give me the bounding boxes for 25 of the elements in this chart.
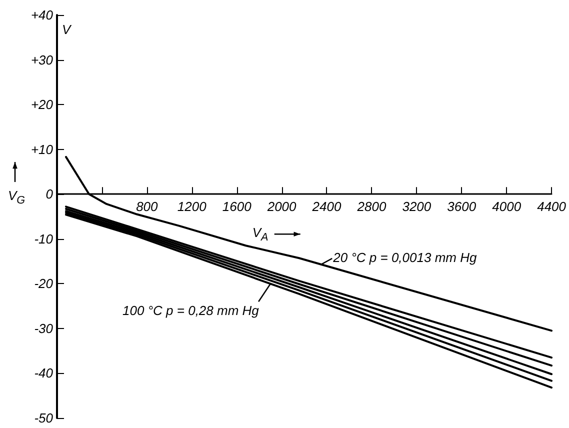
y-axis-title: V$_{G}$	[8, 188, 26, 206]
x-tick-label: 2400	[311, 199, 342, 214]
x-tick-label: 4000	[492, 199, 522, 214]
y-tick-label: +20	[30, 97, 54, 112]
y-tick-label: -40	[34, 366, 54, 381]
x-tick-label: 1200	[177, 199, 208, 214]
y-tick-label: +10	[30, 142, 54, 157]
y-tick-label: 0	[46, 186, 54, 202]
y-tick-label: -50	[34, 410, 54, 426]
x-tick-label: 2000	[266, 199, 298, 214]
y-tick-label: -20	[34, 276, 54, 292]
x-tick-label: 800	[136, 199, 159, 214]
x-tick-label: 3200	[402, 199, 432, 214]
x-tick-label: 3600	[447, 199, 477, 214]
y-tick-label: -30	[34, 320, 54, 336]
annotation: 20 °C p = 0,0013 mm Hg	[333, 250, 477, 265]
x-tick-label: 4400	[537, 199, 567, 214]
annotation: 100 °C p = 0,28 mm Hg	[122, 303, 259, 318]
x-axis-title: V$_{A}$	[252, 224, 268, 244]
x-tick-label: 2800	[356, 199, 387, 214]
y-tick-label: +30	[30, 52, 54, 68]
y-tick-label: +40	[30, 8, 54, 22]
y-tick-label: -10	[34, 231, 54, 246]
x-tick-label: 1600	[222, 199, 252, 214]
annotation: V	[62, 22, 71, 36]
